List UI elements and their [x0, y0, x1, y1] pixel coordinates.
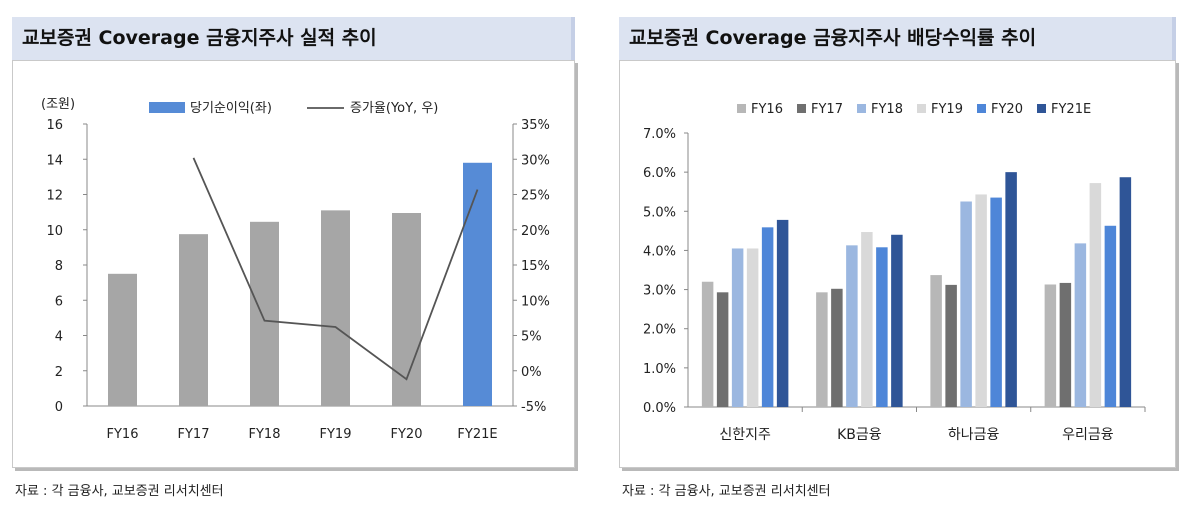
dividend-bar — [746, 248, 759, 407]
growth-rate-line — [192, 157, 479, 381]
right-y-tick-label: 30% — [521, 153, 550, 168]
y-unit-label: (조원) — [41, 97, 75, 112]
x-tick-label: FY21E — [457, 427, 497, 442]
y-tick-label: 3.0% — [643, 284, 676, 299]
left-y-tick-label: 16 — [46, 118, 63, 133]
legend-swatch — [797, 104, 806, 113]
legend-label: FY19 — [931, 102, 963, 117]
net-income-bar — [108, 273, 137, 406]
x-tick-label: FY19 — [320, 427, 352, 442]
dividend-yield-chart: 0.0% 1.0% 2.0% 3.0% 4.0% 5.0% 6.0% 7.0% 신한지주 KB금융… — [643, 102, 1146, 443]
left-y-tick-label: 4 — [55, 330, 63, 345]
x-tick-label: 우리금융 — [1062, 427, 1114, 443]
dividend-bar — [960, 201, 972, 407]
legend-label-net-income: 당기순이익(좌) — [190, 101, 272, 116]
right-y-tick-label: -5% — [521, 400, 546, 415]
dividend-bar — [1104, 225, 1117, 407]
dividend-bar — [1089, 183, 1102, 407]
dividend-bar — [891, 234, 903, 407]
right-y-tick-label: 25% — [521, 189, 550, 204]
legend-label-growth: 증가율(YoY, 우) — [350, 101, 438, 116]
legend-label: FY21E — [1051, 102, 1091, 117]
legend-swatch — [857, 104, 866, 113]
dividend-bar — [701, 281, 714, 407]
y-tick-label: 7.0% — [643, 127, 676, 142]
dividend-bar — [731, 248, 744, 407]
left-y-tick-label: 2 — [55, 365, 63, 380]
legend-swatch — [977, 104, 986, 113]
y-tick-label: 5.0% — [643, 205, 676, 220]
legend-label: FY18 — [871, 102, 903, 117]
x-tick-label: KB금융 — [837, 427, 882, 443]
right-panel-title: 교보증권 Coverage 금융지주사 배당수익률 추이 — [619, 17, 1176, 60]
right-y-tick-label: 35% — [521, 118, 550, 133]
dividend-bar — [1059, 282, 1072, 407]
y-tick-label: 1.0% — [643, 362, 676, 377]
left-chart-box: 0 2 4 6 8 10 12 14 16 -5% 0% 5% 10% 15% 20% 25% 30% 35% (조… — [12, 60, 575, 468]
x-tick-label: FY16 — [107, 427, 139, 442]
dividend-bar — [861, 232, 873, 407]
left-y-tick-label: 6 — [55, 294, 63, 309]
y-tick-label: 6.0% — [643, 166, 676, 181]
right-y-tick-label: 15% — [521, 259, 550, 274]
dividend-bar — [930, 275, 942, 407]
net-income-bar — [250, 221, 279, 406]
legend-label: FY17 — [811, 102, 843, 117]
legend-label: FY16 — [751, 102, 783, 117]
legend-swatch — [1037, 104, 1046, 113]
dividend-bar — [975, 194, 987, 407]
left-y-tick-label: 8 — [55, 259, 63, 274]
net-income-bar — [392, 213, 421, 406]
left-y-tick-label: 14 — [46, 153, 63, 168]
y-tick-label: 4.0% — [643, 244, 676, 259]
dividend-bar — [846, 245, 858, 407]
dividend-bar — [1119, 177, 1132, 407]
left-panel-title: 교보증권 Coverage 금융지주사 실적 추이 — [12, 17, 575, 60]
legend-label: FY20 — [991, 102, 1023, 117]
dividend-bar — [1074, 243, 1087, 407]
dividend-bar — [776, 219, 789, 407]
dividend-bar — [990, 197, 1002, 407]
net-income-bar — [179, 234, 208, 406]
net-income-chart: 0 2 4 6 8 10 12 14 16 -5% 0% 5% 10% 15% 20% 25% 30% 35% (조… — [41, 97, 550, 442]
right-source-note: 자료 : 각 금융사, 교보증권 리서치센터 — [622, 484, 831, 499]
legend-swatch-net-income — [149, 102, 185, 113]
x-tick-label: FY20 — [391, 427, 423, 442]
left-y-tick-label: 12 — [46, 189, 63, 204]
dividend-bar — [1044, 284, 1057, 407]
x-tick-label: FY17 — [178, 427, 210, 442]
dividend-bar — [831, 288, 843, 407]
y-tick-label: 2.0% — [643, 323, 676, 338]
right-y-tick-label: 20% — [521, 224, 550, 239]
x-tick-label: 하나금융 — [948, 427, 1000, 443]
net-income-bar — [321, 210, 350, 406]
dividend-bar — [716, 292, 729, 407]
dividend-bar — [876, 247, 888, 407]
net-income-bar — [463, 162, 492, 406]
legend-swatch — [917, 104, 926, 113]
right-y-tick-label: 5% — [521, 330, 542, 345]
right-chart-box: 0.0% 1.0% 2.0% 3.0% 4.0% 5.0% 6.0% 7.0% 신한지주 KB금융… — [619, 60, 1176, 468]
legend-swatch — [737, 104, 746, 113]
left-y-tick-label: 10 — [46, 224, 63, 239]
dividend-bar — [816, 292, 828, 407]
dividend-bar — [761, 227, 774, 407]
left-source-note: 자료 : 각 금융사, 교보증권 리서치센터 — [15, 484, 224, 499]
dividend-bar — [945, 284, 957, 407]
x-tick-label: FY18 — [249, 427, 281, 442]
dividend-bar — [1005, 172, 1017, 407]
x-tick-label: 신한지주 — [719, 427, 771, 443]
right-y-tick-label: 0% — [521, 365, 542, 380]
left-y-tick-label: 0 — [55, 400, 63, 415]
right-y-tick-label: 10% — [521, 294, 550, 309]
y-tick-label: 0.0% — [643, 401, 676, 416]
